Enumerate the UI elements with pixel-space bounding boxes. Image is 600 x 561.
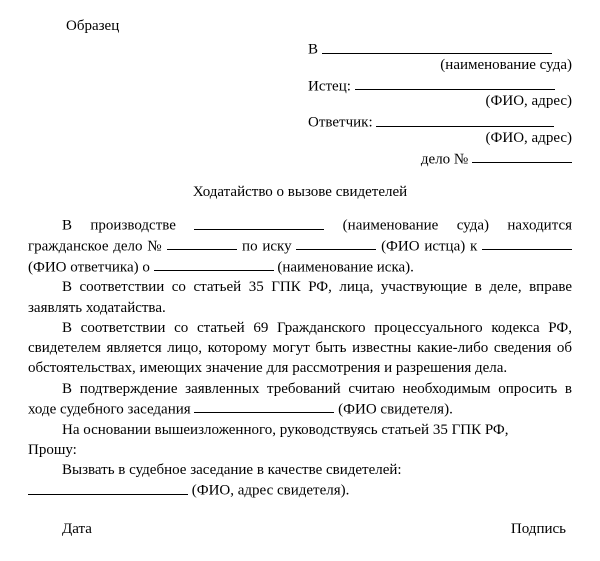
paragraph-5: На основании вышеизложенного, руководств… xyxy=(28,420,572,440)
case-row: дело № xyxy=(308,149,572,169)
case-label: дело № xyxy=(421,151,468,167)
plaintiff-label: Истец: xyxy=(308,78,351,94)
p1-text-a: В производстве xyxy=(62,218,194,234)
signature-label: Подпись xyxy=(511,521,566,538)
defendant-label: Ответчик: xyxy=(308,115,373,131)
p7-text-b: (ФИО, адрес свидетеля). xyxy=(188,483,349,499)
case-blank xyxy=(472,149,572,164)
court-row: В xyxy=(308,39,572,59)
paragraph-2: В соответствии со статьей 35 ГПК РФ, лиц… xyxy=(28,277,572,318)
paragraph-3: В соответствии со статьей 69 Гражданског… xyxy=(28,318,572,379)
p1-blank5 xyxy=(154,257,274,272)
paragraph-6: Вызвать в судебное заседание в качестве … xyxy=(28,460,572,480)
paragraph-4: В подтверждение заявленных требований сч… xyxy=(28,379,572,420)
defendant-blank xyxy=(376,112,554,127)
plaintiff-hint: (ФИО, адрес) xyxy=(308,93,572,110)
ask-label: Прошу: xyxy=(28,440,572,460)
document-title: Ходатайство о вызове свидетелей xyxy=(28,184,572,201)
sample-label: Образец xyxy=(66,18,572,35)
header-block: В (наименование суда) Истец: (ФИО, адрес… xyxy=(308,39,572,168)
p1-text-d: (ФИО истца) к xyxy=(376,238,482,254)
paragraph-7: (ФИО, адрес свидетеля). xyxy=(28,480,572,501)
footer-row: Дата Подпись xyxy=(28,521,572,538)
defendant-hint: (ФИО, адрес) xyxy=(308,130,572,147)
defendant-row: Ответчик: xyxy=(308,112,572,132)
p7-blank xyxy=(28,480,188,495)
p1-text-e: (ФИО ответчика) о xyxy=(28,259,154,275)
p1-blank3 xyxy=(296,236,376,251)
p1-text-f: (наименование иска). xyxy=(274,259,414,275)
court-hint: (наименование суда) xyxy=(308,57,572,74)
p1-blank2 xyxy=(167,236,237,251)
p4-text-b: (ФИО свидетеля). xyxy=(334,401,452,417)
p1-blank1 xyxy=(194,215,324,230)
p1-blank4 xyxy=(482,236,572,251)
to-label: В xyxy=(308,42,318,58)
date-label: Дата xyxy=(62,521,92,538)
court-blank xyxy=(322,39,552,54)
body-text: В производстве (наименование суда) наход… xyxy=(28,215,572,501)
paragraph-1: В производстве (наименование суда) наход… xyxy=(28,215,572,277)
p1-text-c: по иску xyxy=(237,238,296,254)
p4-blank xyxy=(194,399,334,414)
plaintiff-blank xyxy=(355,76,555,91)
document-page: Образец В (наименование суда) Истец: (ФИ… xyxy=(0,0,600,558)
